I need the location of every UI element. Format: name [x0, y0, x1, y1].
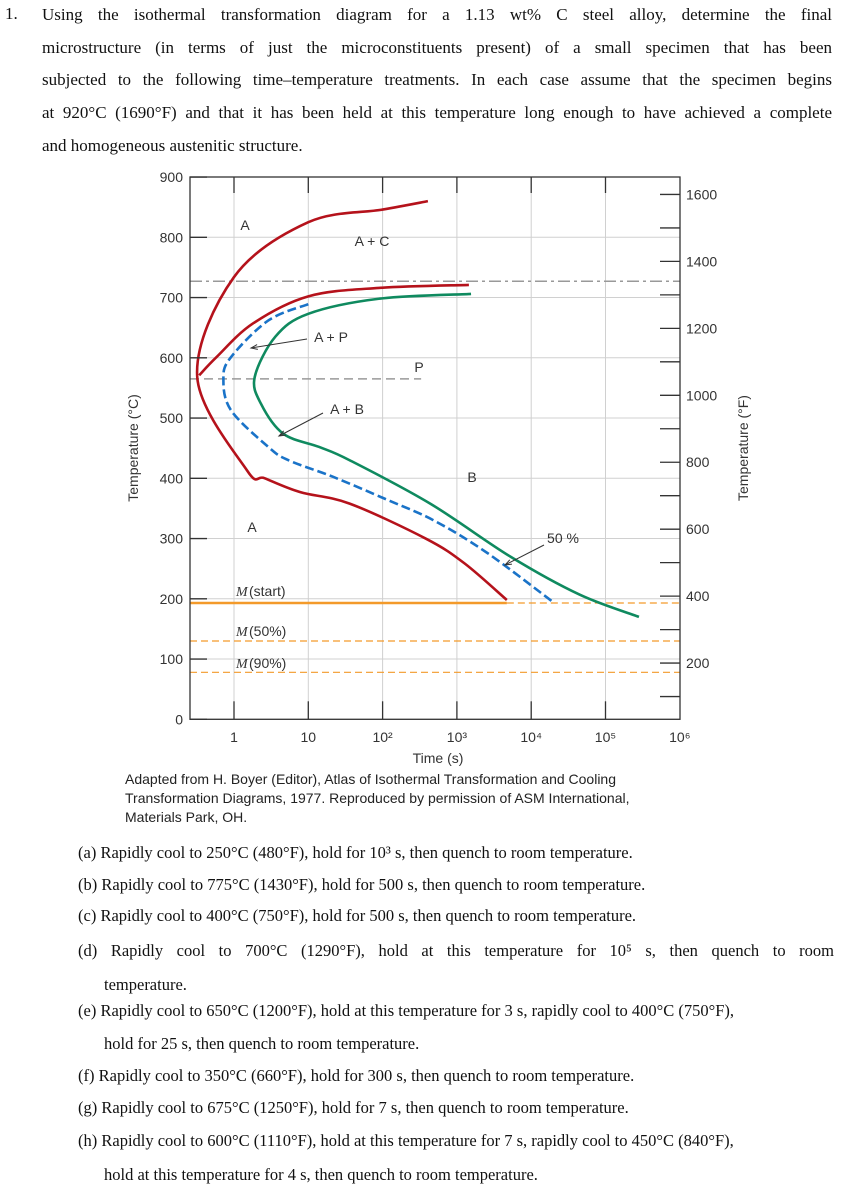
y-tick-label: 600 — [160, 350, 184, 366]
label-a-bottom: A — [247, 519, 257, 535]
x-tick-label: 10³ — [447, 729, 468, 745]
y-tick-label: 400 — [160, 470, 184, 486]
treatment-c: (c) Rapidly cool to 400°C (750°F), hold … — [78, 906, 637, 925]
y-axis-label-left: Temperature (°C) — [125, 394, 141, 502]
problem-text-line: Using the isothermal transformation diag… — [42, 5, 832, 24]
arrow-fifty-percent — [504, 544, 545, 566]
x-tick-label: 10 — [301, 729, 317, 745]
treatment-e-cont: hold for 25 s, then quench to room tempe… — [104, 1034, 420, 1053]
treatment-f: (f) Rapidly cool to 350°C (660°F), hold … — [78, 1066, 635, 1085]
m-90-text: (90%) — [249, 655, 286, 671]
plot-frame — [189, 176, 681, 720]
arrow-a-plus-p-head — [249, 344, 258, 350]
label-a-top: A — [240, 217, 250, 233]
m-symbol: M — [235, 657, 249, 672]
arrow-a-plus-b-head — [277, 430, 287, 437]
y-right-tick-label: 600 — [686, 521, 710, 537]
label-m-50: M (50%) — [235, 623, 286, 640]
treatment-a: (a) Rapidly cool to 250°C (480°F), hold … — [78, 843, 633, 862]
label-p: P — [414, 359, 423, 375]
y-tick-label: 700 — [160, 290, 184, 306]
label-a-plus-p: A + P — [314, 329, 348, 345]
problem-text-line: and homogeneous austenitic structure. — [42, 136, 303, 155]
label-m-90: M (90%) — [235, 655, 286, 672]
figure-caption: Adapted from H. Boyer (Editor), Atlas of… — [125, 770, 630, 827]
arrow-a-plus-b — [278, 412, 324, 437]
y-right-tick-label: 1000 — [686, 387, 717, 403]
curve-fifty-percent — [222, 302, 554, 603]
arrow-fifty-percent-head — [503, 559, 513, 566]
treatment-h: (h) Rapidly cool to 600°C (1110°F), hold… — [78, 1131, 734, 1150]
m-50-text: (50%) — [249, 623, 286, 639]
label-a-plus-b: A + B — [330, 401, 364, 417]
y-tick-label: 500 — [160, 410, 184, 426]
m-symbol: M — [235, 585, 249, 600]
label-b: B — [467, 469, 476, 485]
problem-text-line: subjected to the following time–temperat… — [42, 70, 832, 89]
label-a-plus-c: A + C — [355, 233, 390, 249]
treatment-h-cont: hold at this temperature for 4 s, then q… — [104, 1165, 538, 1184]
arrow-a-plus-p — [250, 338, 308, 349]
x-tick-label: 10⁴ — [520, 729, 542, 745]
m-symbol: M — [235, 625, 249, 640]
x-tick-label: 1 — [230, 729, 238, 745]
problem-text-line: at 920°C (1690°F) and that it has been h… — [42, 103, 832, 122]
treatment-e: (e) Rapidly cool to 650°C (1200°F), hold… — [78, 1001, 735, 1020]
x-tick-label: 10⁵ — [595, 729, 616, 745]
label-m-start: M (start) — [235, 583, 286, 600]
caption-line: Materials Park, OH. — [125, 809, 248, 825]
problem-number: 1. — [5, 4, 18, 23]
y-right-tick-label: 200 — [686, 655, 710, 671]
curve-start — [195, 199, 508, 601]
ttt-diagram: 1 10 10² 10³ 10⁴ 10⁵ 10⁶ 0 100 200 300 400 500 600 700… — [125, 169, 751, 766]
treatment-g: (g) Rapidly cool to 675°C (1250°F), hold… — [78, 1098, 629, 1117]
y-right-tick-label: 400 — [686, 588, 710, 604]
treatment-b: (b) Rapidly cool to 775°C (1430°F), hold… — [78, 875, 646, 894]
problem-text-line: microstructure (in terms of just the mic… — [42, 38, 832, 57]
x-tick-label: 10² — [372, 729, 393, 745]
y-tick-label: 0 — [175, 711, 183, 727]
y-tick-label: 300 — [160, 531, 184, 547]
y-tick-label: 800 — [160, 229, 184, 245]
y-right-tick-label: 1200 — [686, 320, 717, 336]
m-start-text: (start) — [249, 583, 286, 599]
x-axis-label: Time (s) — [413, 750, 464, 766]
y-tick-label: 100 — [160, 651, 184, 667]
x-tick-label: 10⁶ — [669, 729, 690, 745]
y-tick-label: 200 — [160, 591, 184, 607]
treatment-d-cont: temperature. — [104, 975, 187, 994]
y-tick-label: 900 — [160, 169, 184, 185]
treatment-d: (d) Rapidly cool to 700°C (1290°F), hold… — [78, 941, 834, 960]
curve-finish — [252, 292, 640, 619]
label-fifty-percent: 50 % — [547, 530, 579, 546]
y-right-tick-label: 1400 — [686, 253, 717, 269]
curve-pearlite-finish — [198, 283, 469, 377]
y-right-tick-label: 1600 — [686, 186, 717, 202]
y-axis-label-right: Temperature (°F) — [735, 395, 751, 501]
caption-line: Transformation Diagrams, 1977. Reproduce… — [125, 790, 630, 806]
y-right-tick-label: 800 — [686, 454, 710, 470]
caption-line: Adapted from H. Boyer (Editor), Atlas of… — [125, 771, 617, 787]
